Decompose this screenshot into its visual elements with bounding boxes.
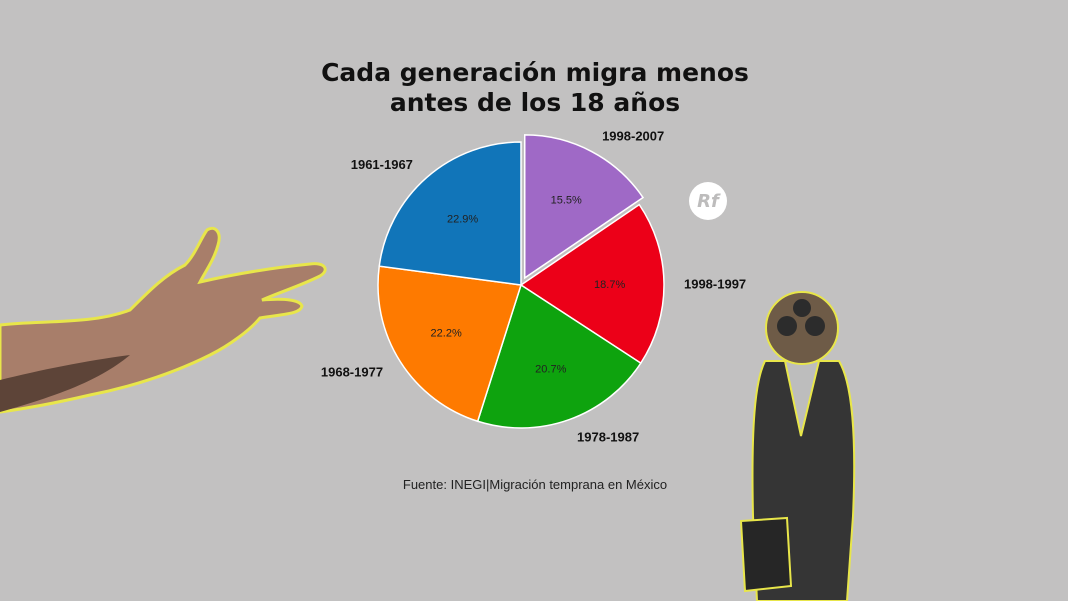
pie-value-label: 15.5% xyxy=(551,195,582,207)
chart-title-line-1: Cada generación migra menos xyxy=(321,58,749,87)
pie-value-label: 22.2% xyxy=(431,328,462,340)
pie-value-label: 20.7% xyxy=(535,364,566,376)
pie-slice-1998-1997 xyxy=(519,203,665,365)
pie-category-label: 1998-2007 xyxy=(602,129,664,144)
pie-category-label: 1961-1967 xyxy=(351,157,413,172)
pie-slice-1998-2007 xyxy=(523,134,645,280)
pie-slice-1978-1987 xyxy=(476,283,642,429)
pie-category-label: 1968-1977 xyxy=(321,364,383,379)
diver-illustration xyxy=(739,291,856,601)
pie-category-label: 1998-1997 xyxy=(684,276,746,291)
pie-value-label: 18.7% xyxy=(594,279,625,291)
hand-illustration xyxy=(0,226,327,414)
pie-value-label: 22.9% xyxy=(447,213,478,225)
pie-slice-1961-1967 xyxy=(378,141,522,286)
chart-title-line-2: antes de los 18 años xyxy=(389,88,681,117)
source-note: Fuente: INEGI|Migración temprana en Méxi… xyxy=(402,477,668,492)
chart-title: Cada generación migra menos antes de los… xyxy=(300,58,770,118)
pie-category-label: 1978-1987 xyxy=(577,430,639,445)
pie-category-labels: 1998-2007 1998-1997 1978-1987 1968-1977 1961… xyxy=(321,129,746,445)
rf-logo-text: Rf xyxy=(697,190,719,212)
pie-slice-1968-1977 xyxy=(377,265,522,423)
rf-logo: Rf xyxy=(689,182,727,220)
pie-slices xyxy=(377,134,665,429)
pie-value-labels: 15.5% 18.7% 20.7% 22.2% 22.9% xyxy=(431,195,626,376)
